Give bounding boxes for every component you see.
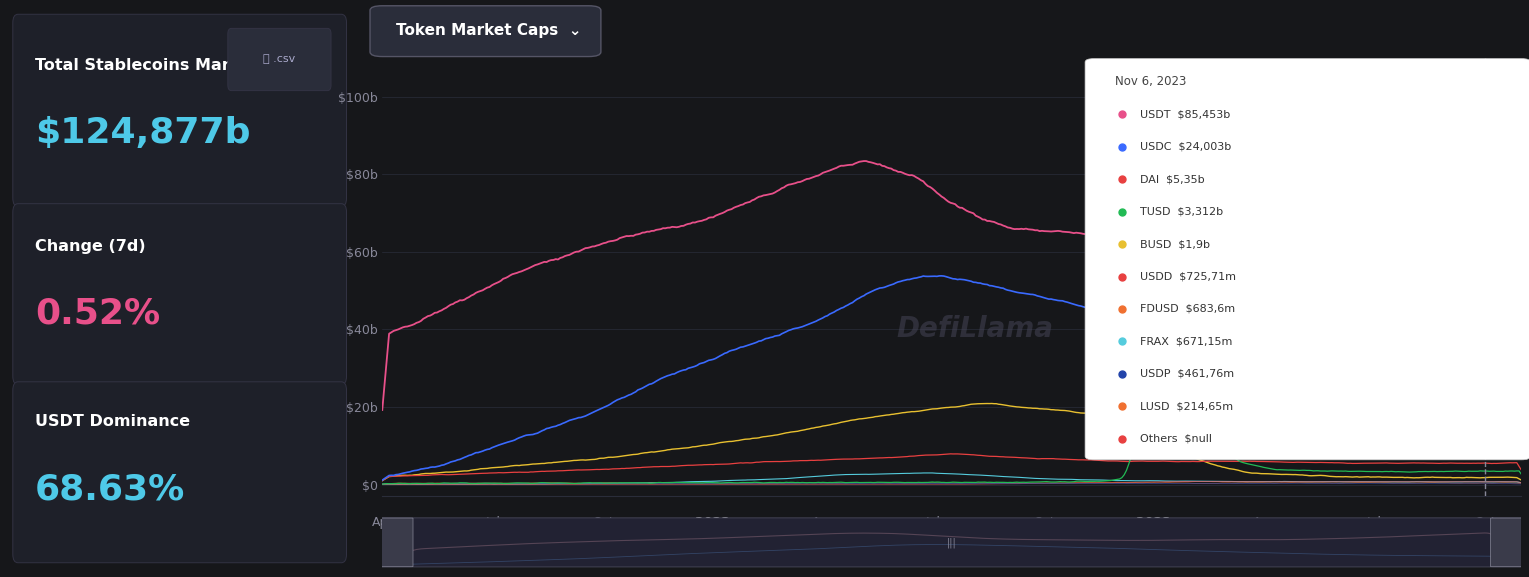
FancyBboxPatch shape (1086, 59, 1529, 460)
FancyBboxPatch shape (1491, 518, 1523, 567)
Text: 0.52%: 0.52% (35, 297, 161, 331)
Text: Nov 6, 2023: Nov 6, 2023 (1115, 76, 1187, 88)
Text: Token Market Caps  ⌄: Token Market Caps ⌄ (396, 23, 581, 38)
Text: Oct: Oct (1474, 516, 1495, 529)
Text: BUSD  $1,9b: BUSD $1,9b (1139, 239, 1209, 249)
Text: Apr: Apr (1254, 516, 1275, 529)
Text: TUSD  $3,312b: TUSD $3,312b (1139, 207, 1223, 216)
Text: Jul: Jul (1367, 516, 1382, 529)
Text: 2023: 2023 (1136, 516, 1171, 529)
Text: |||: ||| (946, 537, 957, 548)
Text: Jul: Jul (485, 516, 500, 529)
Text: Apr: Apr (372, 516, 393, 529)
Text: USDT Dominance: USDT Dominance (35, 414, 190, 429)
Text: USDC  $24,003b: USDC $24,003b (1139, 142, 1231, 152)
Text: LUSD  $214,65m: LUSD $214,65m (1139, 402, 1232, 411)
Text: ⤓ .csv: ⤓ .csv (263, 54, 295, 65)
FancyBboxPatch shape (381, 518, 413, 567)
Text: Oct: Oct (1034, 516, 1055, 529)
Text: USDT  $85,453b: USDT $85,453b (1139, 109, 1229, 119)
Text: Total Stablecoins Market Cap: Total Stablecoins Market Cap (35, 58, 298, 73)
FancyBboxPatch shape (12, 382, 347, 563)
Text: DAI  $5,35b: DAI $5,35b (1139, 174, 1205, 184)
FancyBboxPatch shape (12, 14, 347, 207)
Text: Change (7d): Change (7d) (35, 239, 145, 253)
Text: Jul: Jul (927, 516, 940, 529)
Text: Others  $null: Others $null (1139, 434, 1212, 444)
Text: FRAX  $671,15m: FRAX $671,15m (1139, 336, 1232, 346)
FancyBboxPatch shape (12, 204, 347, 385)
Text: DefiLlama: DefiLlama (896, 316, 1053, 343)
FancyBboxPatch shape (228, 28, 332, 91)
Text: FDUSD  $683,6m: FDUSD $683,6m (1139, 304, 1235, 314)
FancyBboxPatch shape (376, 518, 1527, 567)
Text: USDD  $725,71m: USDD $725,71m (1139, 272, 1235, 282)
Text: Oct: Oct (592, 516, 615, 529)
Text: USDP  $461,76m: USDP $461,76m (1139, 369, 1234, 379)
Text: $124,877b: $124,877b (35, 116, 251, 150)
Text: 2022: 2022 (696, 516, 729, 529)
Text: 68.63%: 68.63% (35, 472, 185, 506)
Text: Apr: Apr (812, 516, 833, 529)
